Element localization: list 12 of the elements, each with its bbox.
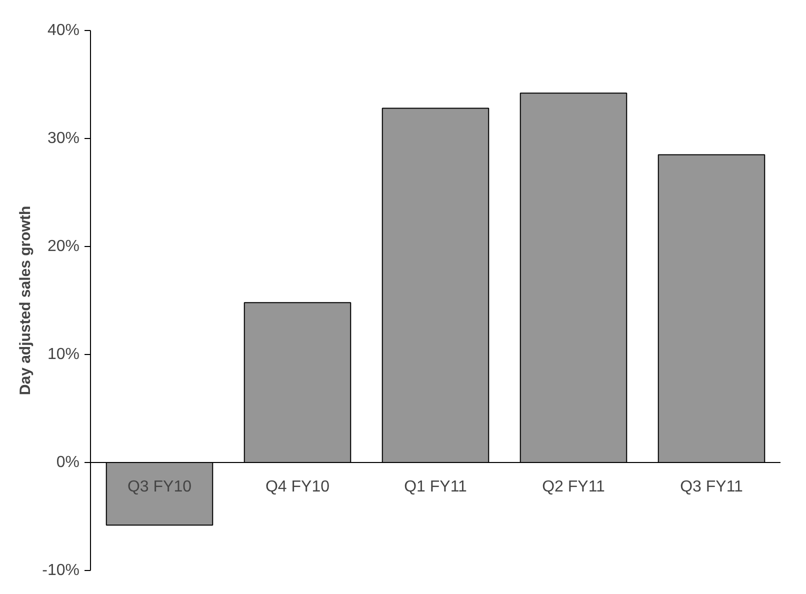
y-tick-label: 0% (56, 454, 80, 471)
x-tick-label: Q1 FY11 (404, 478, 468, 496)
y-tick-label: 40% (47, 22, 80, 39)
x-tick-label: Q2 FY11 (542, 478, 606, 496)
y-tick-label: 10% (47, 346, 80, 363)
x-tick-label: Q3 FY11 (680, 478, 744, 496)
y-tick-label: 30% (47, 130, 80, 147)
y-tick-label: -10% (42, 562, 80, 579)
y-axis-title: Day adjusted sales growth (17, 206, 34, 396)
x-tick-label: Q3 FY10 (127, 478, 192, 496)
y-tick-label: 20% (47, 238, 80, 255)
x-tick-label: Q4 FY10 (265, 478, 330, 496)
